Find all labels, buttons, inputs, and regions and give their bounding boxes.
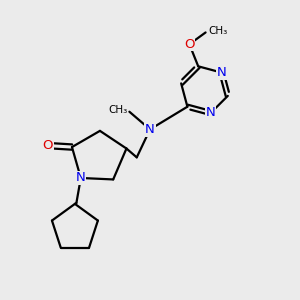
Text: N: N — [206, 106, 216, 119]
Text: N: N — [76, 172, 86, 184]
Text: O: O — [43, 139, 53, 152]
Text: N: N — [145, 123, 155, 136]
Text: O: O — [184, 38, 195, 51]
Text: N: N — [217, 66, 226, 79]
Text: CH₃: CH₃ — [109, 105, 128, 115]
Text: CH₃: CH₃ — [208, 26, 227, 36]
